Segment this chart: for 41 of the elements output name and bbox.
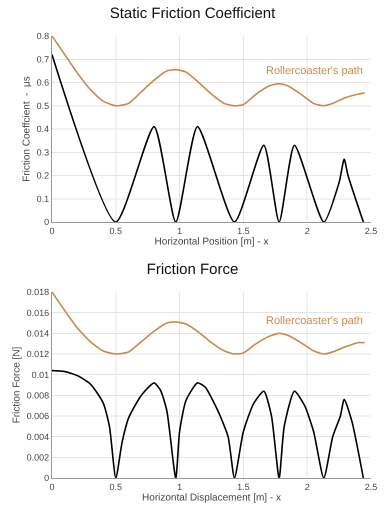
x-tick-label: 0.5 <box>110 226 122 236</box>
x-tick-label: 1.5 <box>237 482 250 492</box>
x-tick-label: 2 <box>304 482 310 492</box>
y-tick-label: 0.014 <box>26 328 50 338</box>
x-tick-label: 1 <box>177 226 182 236</box>
y-axis-title: Friction Coeffcient - μs <box>22 76 33 182</box>
x-tick-label: 2.5 <box>364 226 378 236</box>
y-tick-label: 0.1 <box>36 194 50 204</box>
y-axis-title: Friction Force [N] <box>12 346 23 424</box>
x-axis-title: Horizontal Displacement [m] - x <box>142 492 281 504</box>
line-series <box>52 292 366 355</box>
y-tick-label: 0.3 <box>36 147 50 158</box>
line-series <box>52 370 364 478</box>
y-tick-label: 0.01 <box>32 370 50 380</box>
y-tick-label: 0.7 <box>36 54 50 64</box>
series-label: Rollercoaster's path <box>266 65 363 77</box>
y-tick-label: 0.006 <box>26 411 50 422</box>
chart-title: Friction Force <box>146 261 238 278</box>
chart-title: Static Friction Coefficient <box>110 5 276 22</box>
y-tick-label: 0.008 <box>26 390 50 400</box>
y-tick-label: 0.012 <box>26 349 50 360</box>
y-tick-label: 0.8 <box>36 31 50 42</box>
y-tick-label: 0 <box>44 217 50 228</box>
x-tick-label: 1.5 <box>237 226 250 236</box>
x-axis-title: Horizontal Position [m] - x <box>154 236 268 248</box>
line-series <box>52 54 364 222</box>
x-tick-label: 0.5 <box>110 482 122 492</box>
x-tick-label: 2.5 <box>364 482 378 492</box>
y-tick-label: 0.5 <box>36 100 50 111</box>
y-tick-label: 0.004 <box>26 432 50 442</box>
y-tick-label: 0.016 <box>26 308 50 318</box>
line-series <box>52 36 366 107</box>
y-tick-label: 0.6 <box>36 78 50 88</box>
y-tick-label: 0.018 <box>26 287 50 298</box>
y-tick-label: 0 <box>44 473 50 484</box>
x-tick-label: 2 <box>304 226 310 236</box>
y-tick-label: 0.4 <box>36 124 50 134</box>
y-tick-label: 0.002 <box>26 452 50 462</box>
series-label: Rollercoaster's path <box>266 315 363 327</box>
x-tick-label: 1 <box>177 482 182 492</box>
y-tick-label: 0.2 <box>36 170 50 181</box>
